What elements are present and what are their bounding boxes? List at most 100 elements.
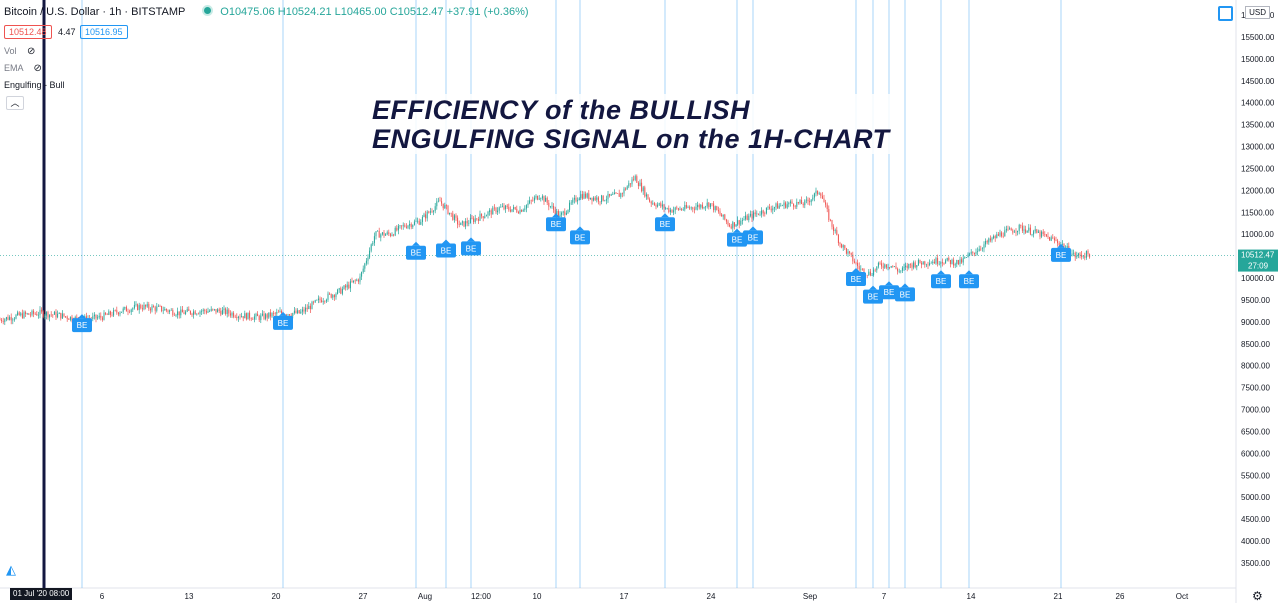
y-tick-label: 15000.00 [1241, 55, 1275, 64]
signal-marker[interactable] [72, 318, 92, 333]
candle [149, 308, 151, 311]
candle [610, 194, 612, 196]
tradingview-logo-icon[interactable]: ◭ [6, 562, 16, 577]
candle [797, 201, 799, 204]
candle [377, 230, 379, 232]
candle [271, 313, 273, 317]
candle [1053, 238, 1055, 241]
candle [164, 308, 166, 311]
signal-marker[interactable] [546, 217, 566, 232]
candle [417, 220, 419, 222]
candle [674, 207, 676, 211]
candle [244, 313, 246, 319]
candle [124, 307, 126, 309]
gear-icon[interactable]: ⚙ [1252, 589, 1263, 603]
candle [769, 206, 771, 209]
candle [567, 209, 569, 213]
candle [873, 269, 875, 276]
signal-marker[interactable] [655, 217, 675, 232]
ask-price-box[interactable]: 10516.95 [80, 25, 128, 39]
symbol-label[interactable]: Bitcoin / U.S. Dollar · 1h · BITSTAMP [4, 6, 186, 18]
candle [393, 234, 395, 236]
candle [404, 225, 406, 227]
hidden-eye-icon[interactable]: ⊘ [33, 63, 42, 74]
candle [580, 194, 582, 199]
candle [455, 215, 457, 218]
candle [146, 304, 148, 307]
candle [594, 197, 596, 200]
candle [273, 313, 275, 314]
signal-marker[interactable] [727, 232, 747, 247]
currency-button[interactable]: USD [1245, 6, 1270, 19]
candle [105, 312, 107, 315]
hidden-eye-icon[interactable]: ⊘ [27, 46, 36, 57]
collapse-legend-button[interactable]: ︿ [6, 96, 24, 110]
candle [186, 309, 188, 312]
candle [783, 202, 785, 206]
candle [535, 195, 537, 198]
candle [127, 311, 129, 313]
signal-marker[interactable] [1051, 247, 1071, 262]
indicator-vol[interactable]: Vol ⊘ [4, 46, 35, 57]
signal-marker[interactable] [895, 287, 915, 302]
candle [633, 179, 635, 181]
y-tick-label: 14000.00 [1241, 99, 1275, 108]
candle [868, 271, 870, 276]
candle [668, 208, 670, 212]
candle [850, 252, 852, 255]
candle [412, 224, 414, 228]
signal-marker[interactable] [406, 245, 426, 260]
candle [940, 262, 942, 264]
candle [39, 309, 41, 315]
signal-marker[interactable] [959, 274, 979, 289]
signal-marker[interactable] [570, 230, 590, 245]
candle [770, 208, 772, 211]
y-tick-label: 9500.00 [1241, 296, 1270, 305]
candle [569, 202, 571, 210]
signal-marker[interactable] [273, 315, 293, 330]
candle [649, 199, 651, 202]
signal-marker[interactable] [461, 241, 481, 256]
candle [140, 305, 142, 309]
candle [116, 310, 118, 313]
candle [236, 317, 238, 319]
candle [906, 265, 908, 268]
bid-price-box[interactable]: 10512.48 [4, 25, 52, 39]
indicator-engulfing[interactable]: Engulfing - Bull [4, 80, 65, 90]
signal-marker[interactable] [931, 274, 951, 289]
signal-marker-label: BE [868, 293, 879, 302]
candle [647, 194, 649, 200]
candle [113, 310, 115, 316]
signal-marker-arrow [552, 213, 560, 218]
signal-marker[interactable] [879, 285, 899, 300]
candle [775, 203, 777, 208]
candle [1058, 243, 1060, 246]
candle [169, 310, 171, 312]
candle [261, 313, 263, 316]
candle [37, 314, 39, 316]
candle [996, 234, 998, 239]
signal-marker[interactable] [743, 230, 763, 245]
candle [325, 299, 327, 302]
candle [1052, 237, 1054, 239]
candle [431, 211, 433, 212]
indicator-ema[interactable]: EMA ⊘ [4, 63, 42, 74]
signal-marker[interactable] [846, 272, 866, 287]
candle [628, 183, 630, 187]
candle [69, 316, 71, 320]
candle [397, 225, 399, 231]
candle [457, 217, 459, 225]
candle [607, 193, 609, 200]
candle [501, 206, 503, 207]
candle [402, 225, 404, 227]
candle [637, 182, 639, 186]
candle [714, 206, 716, 211]
signal-marker[interactable] [863, 289, 883, 304]
candle [551, 205, 553, 207]
candle [185, 311, 187, 315]
candle [1073, 252, 1075, 254]
fullscreen-icon[interactable] [1218, 6, 1233, 21]
candle [831, 220, 833, 227]
signal-marker[interactable] [436, 243, 456, 258]
